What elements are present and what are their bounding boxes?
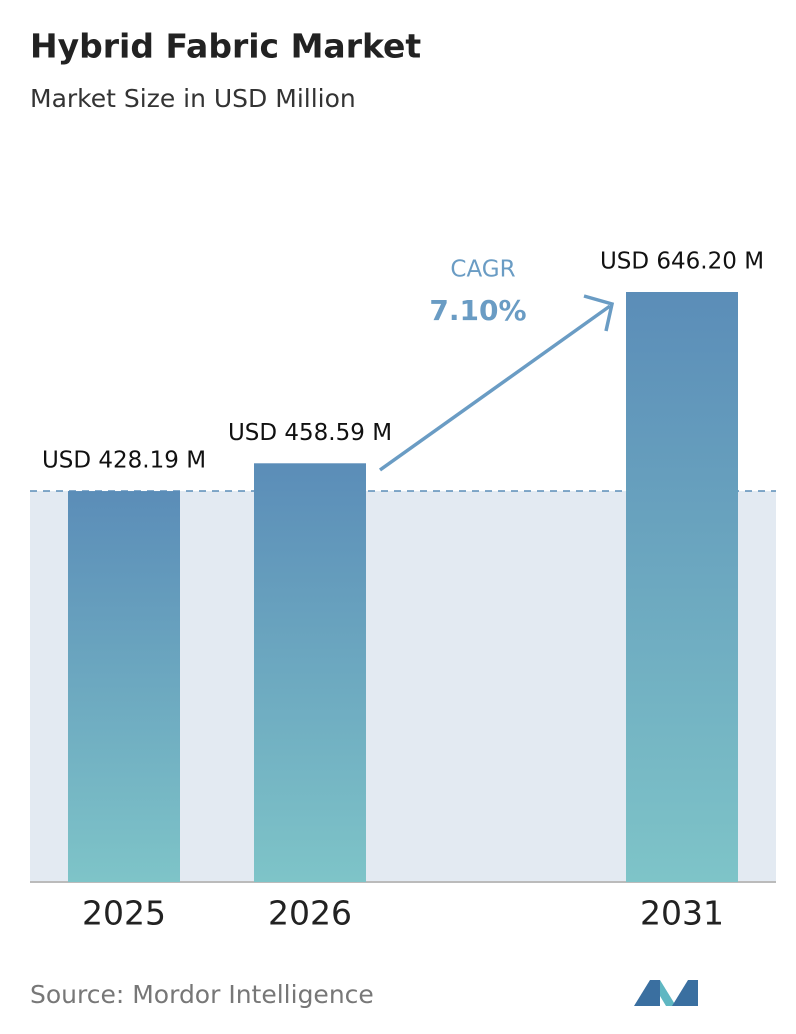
- chart-subtitle: Market Size in USD Million: [30, 84, 356, 113]
- x-tick-label: 2025: [82, 894, 166, 933]
- x-tick-label: 2031: [640, 894, 724, 933]
- cagr-value: 7.10%: [429, 294, 526, 327]
- bar: [254, 463, 366, 882]
- x-tick-label: 2026: [268, 894, 352, 933]
- value-label: USD 458.59 M: [228, 420, 392, 446]
- value-label: USD 646.20 M: [600, 249, 764, 275]
- bar: [626, 292, 738, 882]
- cagr-arrow-head: [583, 294, 615, 332]
- value-label: USD 428.19 M: [42, 448, 206, 474]
- cagr-arrow: [378, 304, 612, 472]
- source: Source: Mordor Intelligence: [30, 980, 374, 1009]
- chart-title: Hybrid Fabric Market: [30, 27, 421, 66]
- logo: [634, 980, 698, 1006]
- bar: [68, 491, 180, 882]
- cagr-label: CAGR: [450, 257, 515, 283]
